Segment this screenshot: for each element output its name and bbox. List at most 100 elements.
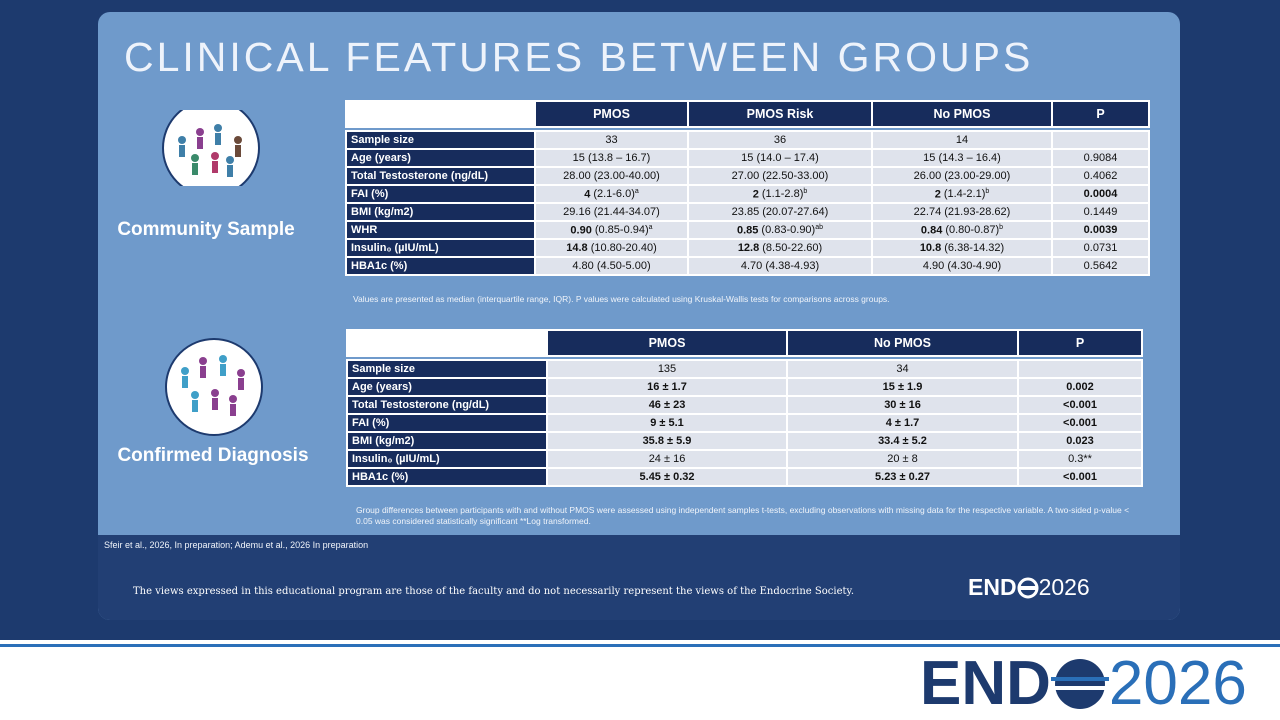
cell-bold: 15 ± 1.9 <box>882 381 923 393</box>
cell: 135 <box>546 359 788 379</box>
row-label: Age (years) <box>345 148 536 168</box>
citation: Sfeir et al., 2026, In preparation; Adem… <box>104 540 369 550</box>
cell: 0.85 (0.83-0.90)ab <box>687 220 873 240</box>
cell-bold: 2 <box>752 188 759 201</box>
logo: END 2026 <box>968 574 1090 601</box>
cell-text: 15 (14.0 – 17.4) <box>741 152 819 164</box>
cell: 10.8 (6.38-14.32) <box>871 238 1053 258</box>
cell-text: 33 <box>605 134 618 146</box>
cell: 35.8 ± 5.9 <box>546 431 788 451</box>
cell-text: Insulin₀ (µIU/mL) <box>351 242 439 254</box>
cell-bold: 35.8 ± 5.9 <box>642 435 692 447</box>
people-icon <box>162 110 260 186</box>
superscript: a <box>648 223 653 231</box>
table-row: Sample size 33 36 14 <box>345 130 1150 150</box>
cell-bold: 33.4 ± 5.2 <box>878 435 927 447</box>
cell: 15 (14.0 – 17.4) <box>687 148 873 168</box>
cell-bold: 0.90 <box>570 224 592 237</box>
cell-bold: 2 <box>934 188 941 201</box>
column-header: PMOS <box>546 329 788 357</box>
superscript: b <box>803 187 808 195</box>
cell-text: 24 ± 16 <box>648 453 686 465</box>
table-row: BMI (kg/m2) 29.16 (21.44-34.07) 23.85 (20.… <box>345 202 1150 222</box>
column-header: P <box>1017 329 1143 357</box>
logo: END 2026 <box>920 648 1247 719</box>
cell: 0.0004 <box>1051 184 1150 204</box>
cell-text: 14 <box>955 134 969 146</box>
cell-text: FAI (%) <box>352 417 390 429</box>
cell-bold: 5.23 ± 0.27 <box>875 471 930 483</box>
disclaimer: The views expressed in this educational … <box>133 586 855 597</box>
row-label: Total Testosterone (ng/dL) <box>345 166 536 186</box>
cell: 36 <box>687 130 873 150</box>
cell: 5.23 ± 0.27 <box>786 467 1019 487</box>
cell-text: 27.00 (22.50-33.00) <box>731 170 829 182</box>
table: PMOS PMOS Risk No PMOS P Sample size 33 36 14 Ag… <box>345 100 1150 276</box>
table-row: Age (years) 16 ± 1.7 15 ± 1.9 0.002 <box>346 377 1143 397</box>
cell: 22.74 (21.93-28.62) <box>871 202 1053 222</box>
cell-text: 4.80 (4.50-5.00) <box>572 260 651 272</box>
row-label: FAI (%) <box>345 184 536 204</box>
cell: 14.8 (10.80-20.40) <box>534 238 689 258</box>
cell: 33.4 ± 5.2 <box>786 431 1019 451</box>
cell: 16 ± 1.7 <box>546 377 788 397</box>
cell: 9 ± 5.1 <box>546 413 788 433</box>
column-header: No PMOS <box>786 329 1019 357</box>
cell-text: (10.80-20.40) <box>590 242 657 254</box>
cell <box>1051 130 1150 150</box>
cell-text: 26.00 (23.00-29.00) <box>913 170 1011 182</box>
cell: 0.9084 <box>1051 148 1150 168</box>
cell: 2 (1.1-2.8)b <box>687 184 873 204</box>
cell-text: 4.90 (4.30-4.90) <box>922 260 1002 272</box>
row-label: Sample size <box>346 359 548 379</box>
divider <box>0 644 1280 647</box>
cell-text: Age (years) <box>351 152 411 164</box>
cell-text: 23.85 (20.07-27.64) <box>731 206 829 218</box>
section-label: Community Sample <box>117 219 295 240</box>
cell-text: (6.38-14.32) <box>944 242 1005 254</box>
blank-cell <box>346 329 548 357</box>
row-label: BMI (kg/m2) <box>345 202 536 222</box>
superscript: ab <box>815 223 824 231</box>
table-row: FAI (%) 4 (2.1-6.0)a 2 (1.1-2.8)b 2 (1.4-2.1)b… <box>345 184 1150 204</box>
cell-text: 36 <box>773 134 787 146</box>
cell: 0.5642 <box>1051 256 1150 276</box>
cell-text: 0.0731 <box>1083 242 1118 254</box>
cell: 4.80 (4.50-5.00) <box>534 256 689 276</box>
cell-text: BMI (kg/m2) <box>351 206 414 218</box>
cell: 14 <box>871 130 1053 150</box>
cell: 4 ± 1.7 <box>786 413 1019 433</box>
cell: 34 <box>786 359 1019 379</box>
cell: <0.001 <box>1017 395 1143 415</box>
cell-text: 135 <box>657 363 677 375</box>
cell: 27.00 (22.50-33.00) <box>687 166 873 186</box>
cell: 20 ± 8 <box>786 449 1019 469</box>
cell-text: 0.3** <box>1068 453 1092 465</box>
cell-text: 0.1449 <box>1083 206 1118 218</box>
cell: 0.0731 <box>1051 238 1150 258</box>
footer-band <box>98 535 1180 620</box>
cell: 12.8 (8.50-22.60) <box>687 238 873 258</box>
logo-text: 2026 <box>1038 574 1090 600</box>
cell-bold: <0.001 <box>1063 399 1097 411</box>
cell: 4 (2.1-6.0)a <box>534 184 689 204</box>
title: CLINICAL FEATURES BETWEEN GROUPS <box>124 34 1034 80</box>
cell-text: Total Testosterone (ng/dL) <box>351 170 489 182</box>
row-label: Age (years) <box>346 377 548 397</box>
table-row: Age (years) 15 (13.8 – 16.7) 15 (14.0 – 17… <box>345 148 1150 168</box>
table-row: Sample size 135 34 <box>346 359 1143 379</box>
cell-text: 15 (14.3 – 16.4) <box>923 152 1001 164</box>
superscript: a <box>634 187 639 195</box>
cell-bold: 9 ± 5.1 <box>650 417 684 429</box>
cell <box>1017 359 1143 379</box>
cell-bold: 0.0039 <box>1083 224 1118 236</box>
column-header: P <box>1051 100 1150 128</box>
row-label: HBA1c (%) <box>345 256 536 276</box>
cell: 4.90 (4.30-4.90) <box>871 256 1053 276</box>
logo-o <box>1050 658 1109 709</box>
cell-bold: 14.8 <box>566 242 588 254</box>
row-label: Insulin₀ (µIU/mL) <box>346 449 548 469</box>
cell: 15 ± 1.9 <box>786 377 1019 397</box>
cell: 0.3** <box>1017 449 1143 469</box>
cell: 5.45 ± 0.32 <box>546 467 788 487</box>
